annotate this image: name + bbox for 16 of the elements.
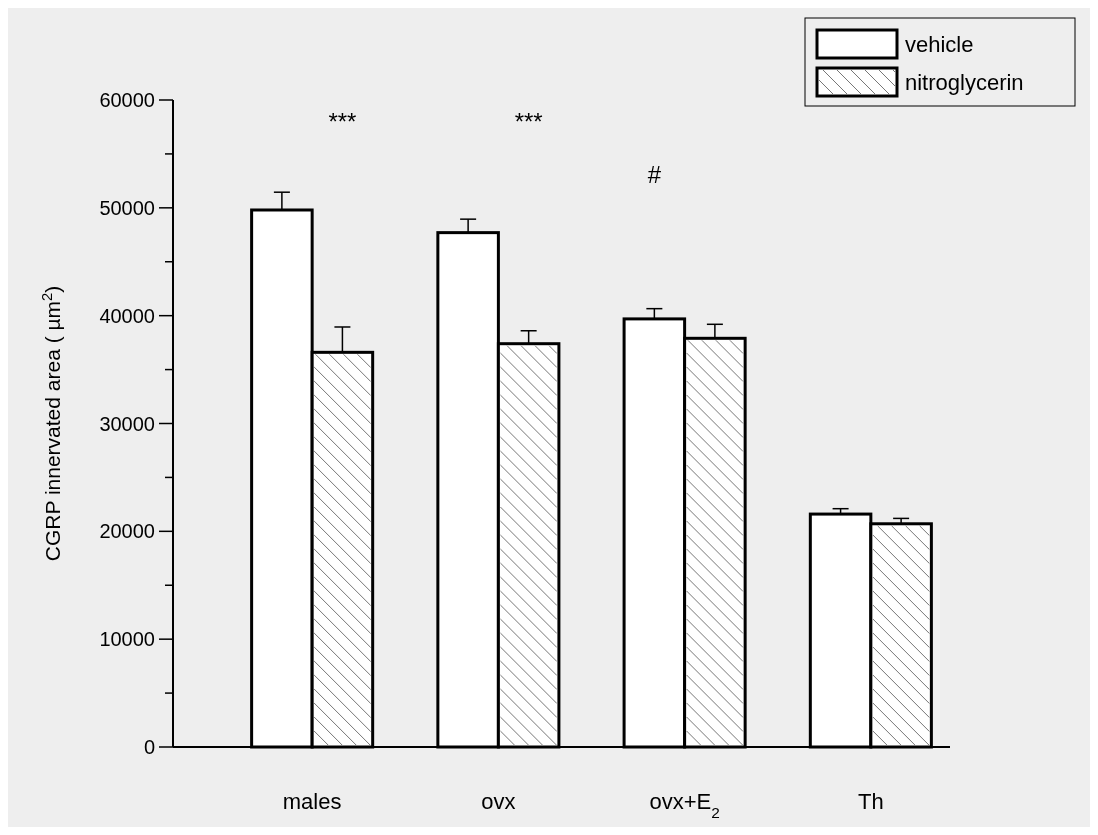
y-tick-label: 10000 — [99, 628, 155, 651]
y-tick-label: 50000 — [99, 196, 155, 219]
x-tick-label: males — [282, 789, 342, 814]
x-tick-label: Th — [858, 789, 884, 814]
annotation: *** — [328, 108, 357, 136]
y-tick-label: 40000 — [99, 304, 155, 327]
annotation: *** — [514, 108, 543, 136]
y-tick-label: 0 — [143, 736, 155, 758]
annotation: # — [647, 161, 662, 189]
x-tick-label: ovx+E$_{2}$ — [649, 789, 720, 821]
y-tick-label: 20000 — [99, 520, 155, 543]
legend-label: vehicle — [905, 31, 974, 57]
y-tick-label: 30000 — [99, 412, 155, 435]
x-tick-label: ovx — [481, 789, 516, 814]
legend-label: nitroglycerin — [905, 69, 1024, 95]
y-tick-label: 60000 — [99, 89, 155, 111]
